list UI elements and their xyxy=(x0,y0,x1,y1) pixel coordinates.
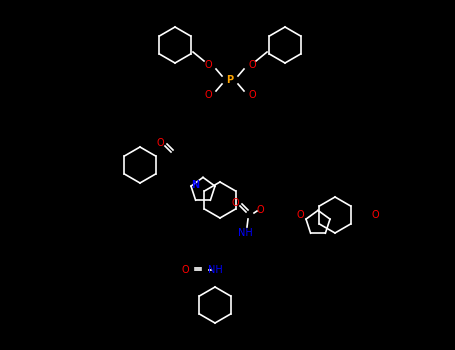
Text: O: O xyxy=(248,60,256,70)
Text: O: O xyxy=(204,60,212,70)
Text: N: N xyxy=(191,180,199,190)
Text: NH: NH xyxy=(207,265,222,275)
Text: NH: NH xyxy=(238,228,253,238)
Text: O: O xyxy=(256,205,264,215)
Text: O: O xyxy=(231,198,239,208)
Text: O: O xyxy=(204,90,212,100)
Text: O: O xyxy=(296,210,304,220)
Text: O: O xyxy=(181,265,189,275)
Text: O: O xyxy=(156,138,164,148)
Text: O: O xyxy=(248,90,256,100)
Text: P: P xyxy=(227,75,233,85)
Text: O: O xyxy=(371,210,379,220)
